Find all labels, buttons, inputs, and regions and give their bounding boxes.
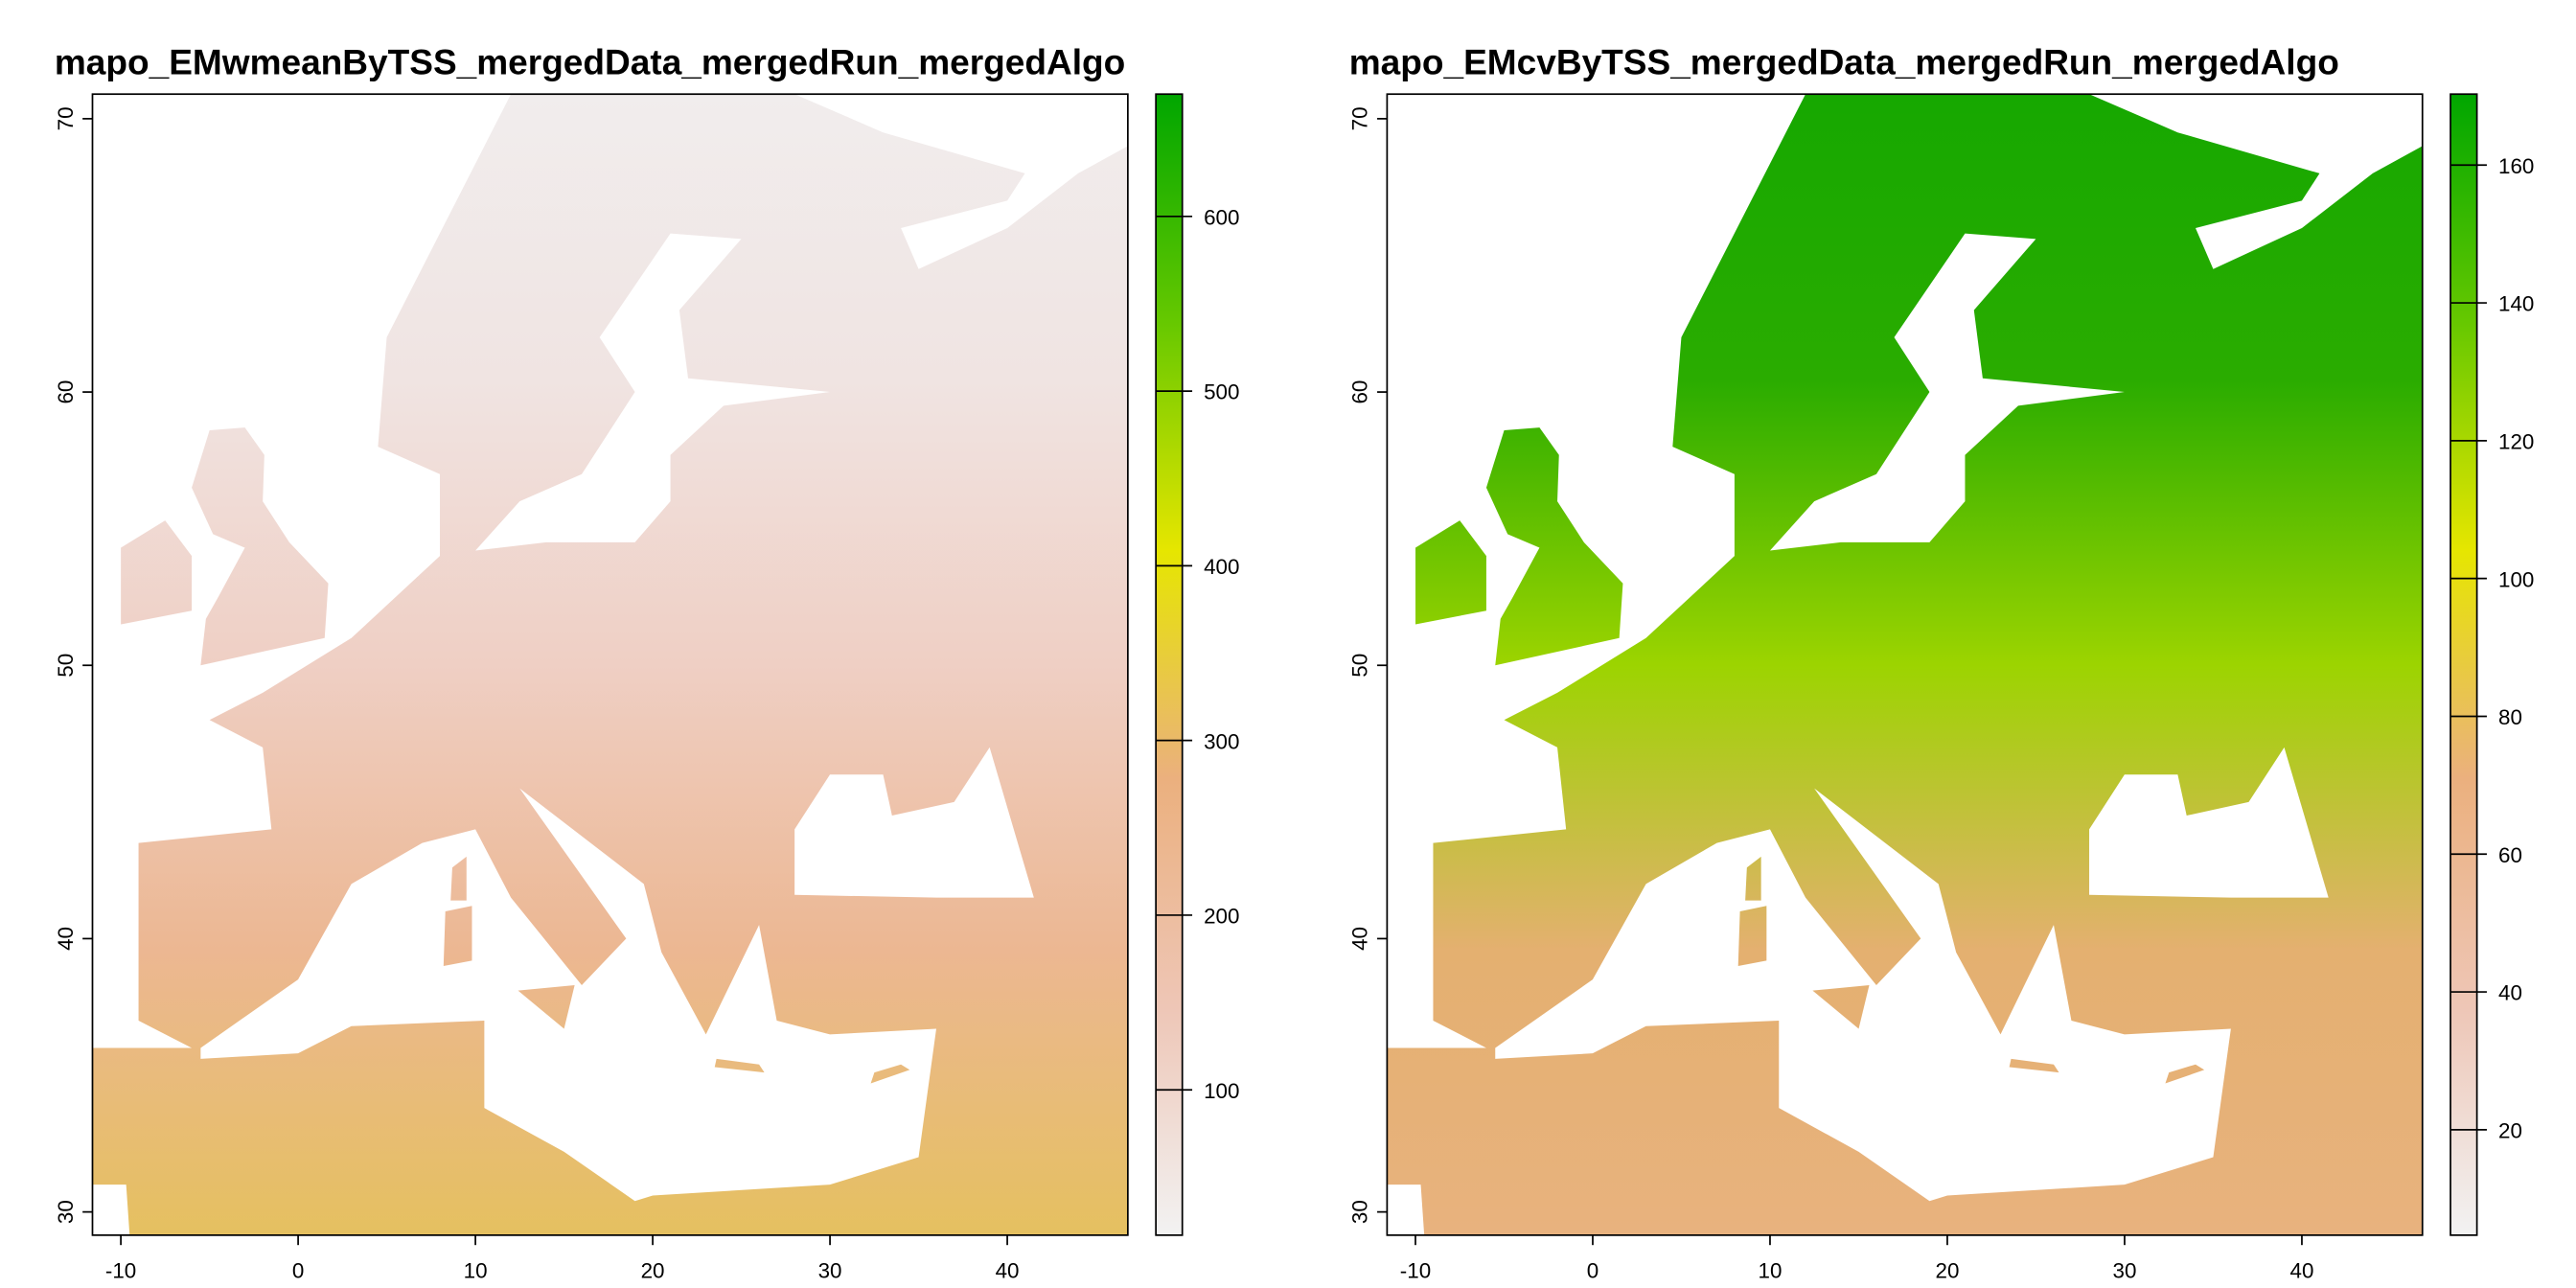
colorbar-tick-label: 20 [2498, 1118, 2522, 1142]
raster [1387, 94, 2423, 1235]
island [1812, 984, 1870, 1029]
y-tick-label: 60 [54, 380, 78, 404]
colorbar-tick-label: 100 [1204, 1079, 1239, 1103]
colorbar [2450, 93, 2478, 1236]
island [1745, 856, 1761, 901]
island [450, 856, 467, 901]
island [1737, 906, 1767, 966]
island [1415, 520, 1486, 625]
x-tick-label: 30 [818, 1259, 842, 1283]
island [870, 1064, 910, 1084]
x-tick-label: 0 [292, 1259, 304, 1283]
colorbar [1155, 93, 1184, 1236]
island [121, 520, 193, 625]
x-tick-label: 10 [464, 1259, 488, 1283]
y-tick-label: 30 [54, 1200, 78, 1224]
island [443, 906, 472, 966]
colorbar-tick-label: 120 [2498, 429, 2534, 453]
x-tick-label: -10 [105, 1259, 136, 1283]
sea [92, 1184, 130, 1235]
colorbar-tick-label: 500 [1204, 380, 1239, 404]
colorbar-tick-label: 600 [1204, 205, 1239, 229]
colorbar-tick-label: 140 [2498, 292, 2534, 316]
y-tick-label: 50 [1348, 654, 1372, 678]
x-tick-label: 10 [1759, 1259, 1782, 1283]
sea [1387, 1184, 1425, 1235]
sea [475, 233, 831, 551]
chart-title: mapo_EMwmeanByTSS_mergedData_mergedRun_m… [55, 42, 1125, 82]
y-tick-label: 40 [1348, 927, 1372, 951]
y-tick-label: 50 [54, 654, 78, 678]
colorbar-tick-label: 80 [2498, 705, 2522, 729]
colorbar-tick-label: 60 [2498, 843, 2522, 867]
y-tick-label: 60 [1348, 380, 1372, 404]
colorbar-tick-label: 40 [2498, 981, 2522, 1005]
colorbar-tick-label: 100 [2498, 567, 2534, 591]
sea [2089, 747, 2329, 898]
island [2165, 1064, 2205, 1084]
x-tick-label: 40 [2290, 1259, 2314, 1283]
sea [2089, 94, 2423, 269]
x-tick-label: 0 [1587, 1259, 1598, 1283]
colorbar-tick-label: 160 [2498, 154, 2534, 178]
y-tick-label: 40 [54, 927, 78, 951]
colorbar-tick-label: 400 [1204, 555, 1239, 579]
sea [794, 747, 1034, 898]
chart-title: mapo_EMcvByTSS_mergedData_mergedRun_merg… [1349, 42, 2339, 82]
sea [794, 94, 1128, 269]
y-tick-label: 30 [1348, 1200, 1372, 1224]
map-panel: mapo_EMcvByTSS_mergedData_mergedRun_merg… [1348, 42, 2535, 1283]
y-tick-label: 70 [54, 106, 78, 130]
x-tick-label: 40 [996, 1259, 1020, 1283]
x-tick-label: -10 [1400, 1259, 1431, 1283]
island [192, 427, 329, 666]
island [2009, 1058, 2059, 1073]
island [714, 1058, 765, 1073]
x-tick-label: 30 [2113, 1259, 2137, 1283]
island [518, 984, 575, 1029]
x-tick-label: 20 [1936, 1259, 1960, 1283]
x-tick-label: 20 [641, 1259, 665, 1283]
map-panel: mapo_EMwmeanByTSS_mergedData_mergedRun_m… [54, 42, 1240, 1283]
y-tick-label: 70 [1348, 106, 1372, 130]
colorbar-tick-label: 200 [1204, 905, 1239, 929]
colorbar-tick-label: 300 [1204, 729, 1239, 753]
raster [92, 94, 1128, 1235]
sea [1769, 233, 2125, 551]
island [1485, 427, 1623, 666]
